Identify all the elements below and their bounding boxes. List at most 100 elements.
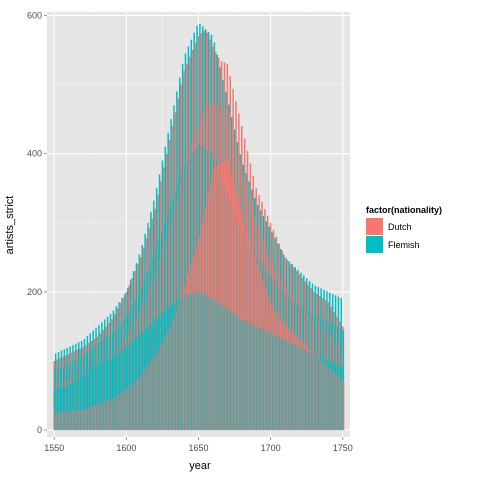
bar-flemish <box>136 337 138 431</box>
bar-dutch <box>150 362 151 431</box>
bar-flemish <box>302 348 304 431</box>
bar-dutch <box>177 98 180 431</box>
bar-flemish <box>292 343 294 431</box>
bar-dutch <box>229 166 231 431</box>
bar-dutch <box>331 370 333 431</box>
bar-dutch <box>327 366 329 431</box>
bar-flemish <box>108 358 110 431</box>
bar-dutch <box>88 407 89 431</box>
bar-dutch <box>137 378 138 431</box>
bar-dutch <box>118 394 120 431</box>
bar-dutch <box>70 410 72 431</box>
bar-flemish <box>72 382 74 431</box>
bar-dutch <box>80 409 82 431</box>
y-tick-label: 600 <box>27 10 42 20</box>
bar-dutch <box>197 241 199 431</box>
x-tick-label: 1550 <box>44 443 64 453</box>
bar-flemish <box>228 310 230 431</box>
bar-dutch <box>132 383 134 431</box>
bar-flemish <box>90 369 92 431</box>
bar-dutch <box>115 396 117 431</box>
bar-dutch <box>216 166 218 431</box>
bar-flemish <box>237 316 239 431</box>
bar-dutch <box>157 351 159 431</box>
bar-flemish <box>283 339 285 431</box>
bar-flemish <box>85 372 87 431</box>
bar-dutch <box>90 406 92 431</box>
bar-flemish <box>196 25 198 431</box>
bar-flemish <box>215 300 217 431</box>
bar-flemish <box>335 364 337 431</box>
bar-flemish <box>110 358 112 431</box>
bar-dutch <box>166 153 168 431</box>
bar-flemish <box>74 381 76 431</box>
bar-flemish <box>195 292 197 431</box>
bar-flemish <box>247 322 249 431</box>
bar-dutch <box>181 293 183 431</box>
bar-flemish <box>217 301 219 431</box>
bar-flemish <box>179 298 181 431</box>
bar-flemish <box>164 146 167 431</box>
bar-dutch <box>160 345 162 431</box>
bar-flemish <box>190 39 193 431</box>
y-tick-label: 0 <box>37 425 42 435</box>
bar-dutch <box>209 188 211 431</box>
bar-dutch <box>321 360 323 431</box>
bar-dutch <box>279 318 281 431</box>
bar-flemish <box>261 329 263 431</box>
bar-dutch <box>288 329 290 431</box>
bar-dutch <box>148 364 150 431</box>
bar-flemish <box>282 338 283 431</box>
bar-dutch <box>116 395 118 431</box>
bar-flemish <box>192 293 194 431</box>
bar-dutch <box>173 318 175 431</box>
bar-flemish <box>153 320 155 431</box>
bar-flemish <box>143 330 145 431</box>
bar-flemish <box>129 344 131 431</box>
x-tick-label: 1700 <box>261 443 281 453</box>
bar-flemish <box>84 373 86 431</box>
bar-dutch <box>340 378 342 431</box>
bar-flemish <box>163 311 165 431</box>
bar-flemish <box>251 324 253 431</box>
bar-flemish <box>303 349 305 431</box>
bar-dutch <box>189 270 190 431</box>
bar-flemish <box>124 348 126 431</box>
bar-flemish <box>202 293 204 431</box>
bar-flemish <box>158 316 159 431</box>
y-tick-label: 200 <box>27 287 42 297</box>
legend: factor(nationality) Dutch Flemish <box>366 205 442 253</box>
bar-flemish <box>58 387 60 431</box>
bar-dutch <box>63 411 65 431</box>
bar-dutch <box>292 333 294 431</box>
bar-flemish <box>296 345 298 431</box>
bar-flemish <box>156 318 158 431</box>
bar-dutch <box>204 208 206 431</box>
bar-flemish <box>276 336 278 431</box>
bar-dutch <box>272 307 274 431</box>
bar-dutch <box>155 354 157 431</box>
bar-dutch <box>300 340 302 431</box>
bar-flemish <box>82 374 84 431</box>
bar-dutch <box>251 247 252 431</box>
bar-dutch <box>96 404 98 431</box>
bar-flemish <box>227 309 229 431</box>
bar-dutch <box>213 167 215 431</box>
bar-dutch <box>238 204 239 431</box>
bar-flemish <box>149 325 151 431</box>
bar-flemish <box>277 336 279 431</box>
y-axis-ticks: 0 200 400 600 <box>27 10 47 435</box>
bar-flemish <box>54 388 56 431</box>
legend-title: factor(nationality) <box>366 205 442 215</box>
bar-dutch <box>233 185 235 431</box>
bar-dutch <box>64 411 66 431</box>
bar-flemish <box>120 351 122 431</box>
bar-dutch <box>54 412 56 431</box>
bar-flemish <box>211 298 213 431</box>
bar-dutch <box>316 355 317 431</box>
bar-flemish <box>334 295 337 431</box>
bar-dutch <box>317 356 319 431</box>
bar-flemish <box>184 53 187 431</box>
bar-flemish <box>139 334 141 431</box>
bar-flemish <box>93 367 94 431</box>
